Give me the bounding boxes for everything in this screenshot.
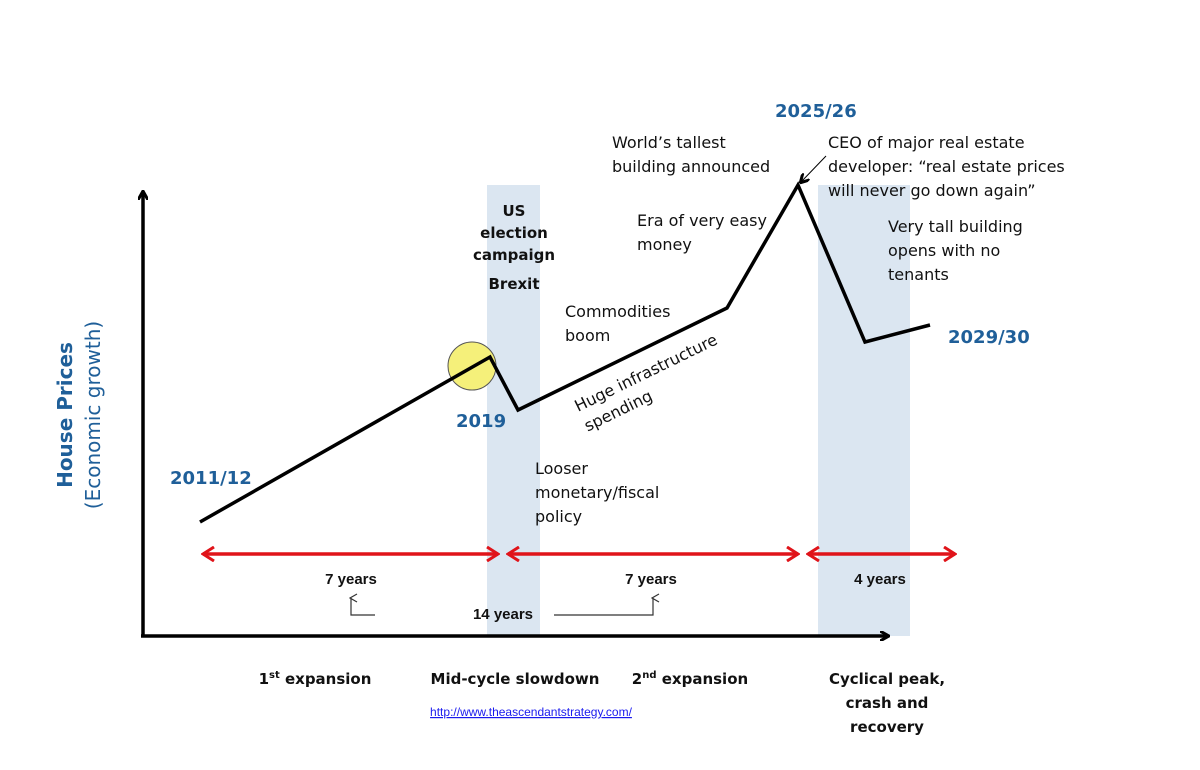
easy-money-label: Era of very easy money (637, 211, 767, 254)
year-2029-30: 2029/30 (948, 327, 1030, 348)
phase-first-expansion: 1st expansion (259, 670, 372, 688)
commodities-label: Commodities boom (565, 302, 670, 345)
us-election-label: US election campaign (473, 202, 555, 264)
year-2025-26: 2025/26 (775, 101, 857, 122)
house-price-line (199, 181, 931, 524)
duration-first: 7 years (325, 571, 377, 588)
total-bracket-left (351, 598, 375, 616)
svg-text:Very tall building: Very tall building (888, 217, 1023, 236)
duration-second: 7 years (625, 571, 677, 588)
duration-total: 14 years (473, 606, 533, 623)
svg-text:Era of very easy: Era of very easy (637, 211, 767, 230)
phase-slowdown: Mid-cycle slowdown (431, 670, 600, 688)
svg-text:developer: “real estate prices: developer: “real estate prices (828, 157, 1065, 176)
tall-building-opens-label: Very tall building opens with no tenants (888, 217, 1023, 284)
svg-text:Looser: Looser (535, 459, 588, 478)
svg-text:CEO of major real estate: CEO of major real estate (828, 133, 1025, 152)
ceo-pointer-arrow (801, 155, 827, 182)
svg-text:World’s tallest: World’s tallest (612, 133, 726, 152)
svg-text:will never go down again”: will never go down again” (828, 181, 1036, 200)
svg-text:recovery: recovery (850, 718, 924, 736)
svg-text:policy: policy (535, 507, 582, 526)
svg-text:crash and: crash and (846, 694, 929, 712)
tallest-building-label: World’s tallest building announced (612, 133, 770, 176)
phase-peak: Cyclical peak, crash and recovery (829, 670, 945, 736)
looser-policy-label: Looser monetary/fiscal policy (535, 459, 659, 526)
svg-text:Cyclical peak,: Cyclical peak, (829, 670, 945, 688)
svg-text:campaign: campaign (473, 246, 555, 264)
year-2011-12: 2011/12 (170, 468, 252, 489)
svg-text:opens with no: opens with no (888, 241, 1000, 260)
svg-text:tenants: tenants (888, 265, 949, 284)
svg-text:building announced: building announced (612, 157, 770, 176)
year-2019: 2019 (456, 411, 506, 432)
svg-text:monetary/fiscal: monetary/fiscal (535, 483, 659, 502)
svg-text:election: election (480, 224, 548, 242)
svg-text:boom: boom (565, 326, 610, 345)
source-link[interactable]: http://www.theascendantstrategy.com/ (430, 705, 633, 719)
y-axis-subtitle: (Economic growth) (81, 321, 105, 509)
phase-second-expansion: 2nd expansion (632, 670, 748, 688)
ceo-quote-label: CEO of major real estate developer: “rea… (828, 133, 1065, 200)
y-axis-title: House Prices (53, 342, 77, 488)
brexit-label: Brexit (489, 275, 540, 293)
svg-text:money: money (637, 235, 692, 254)
total-bracket-right (554, 598, 653, 616)
svg-text:US: US (503, 202, 526, 220)
svg-text:Commodities: Commodities (565, 302, 670, 321)
duration-third: 4 years (854, 571, 906, 588)
